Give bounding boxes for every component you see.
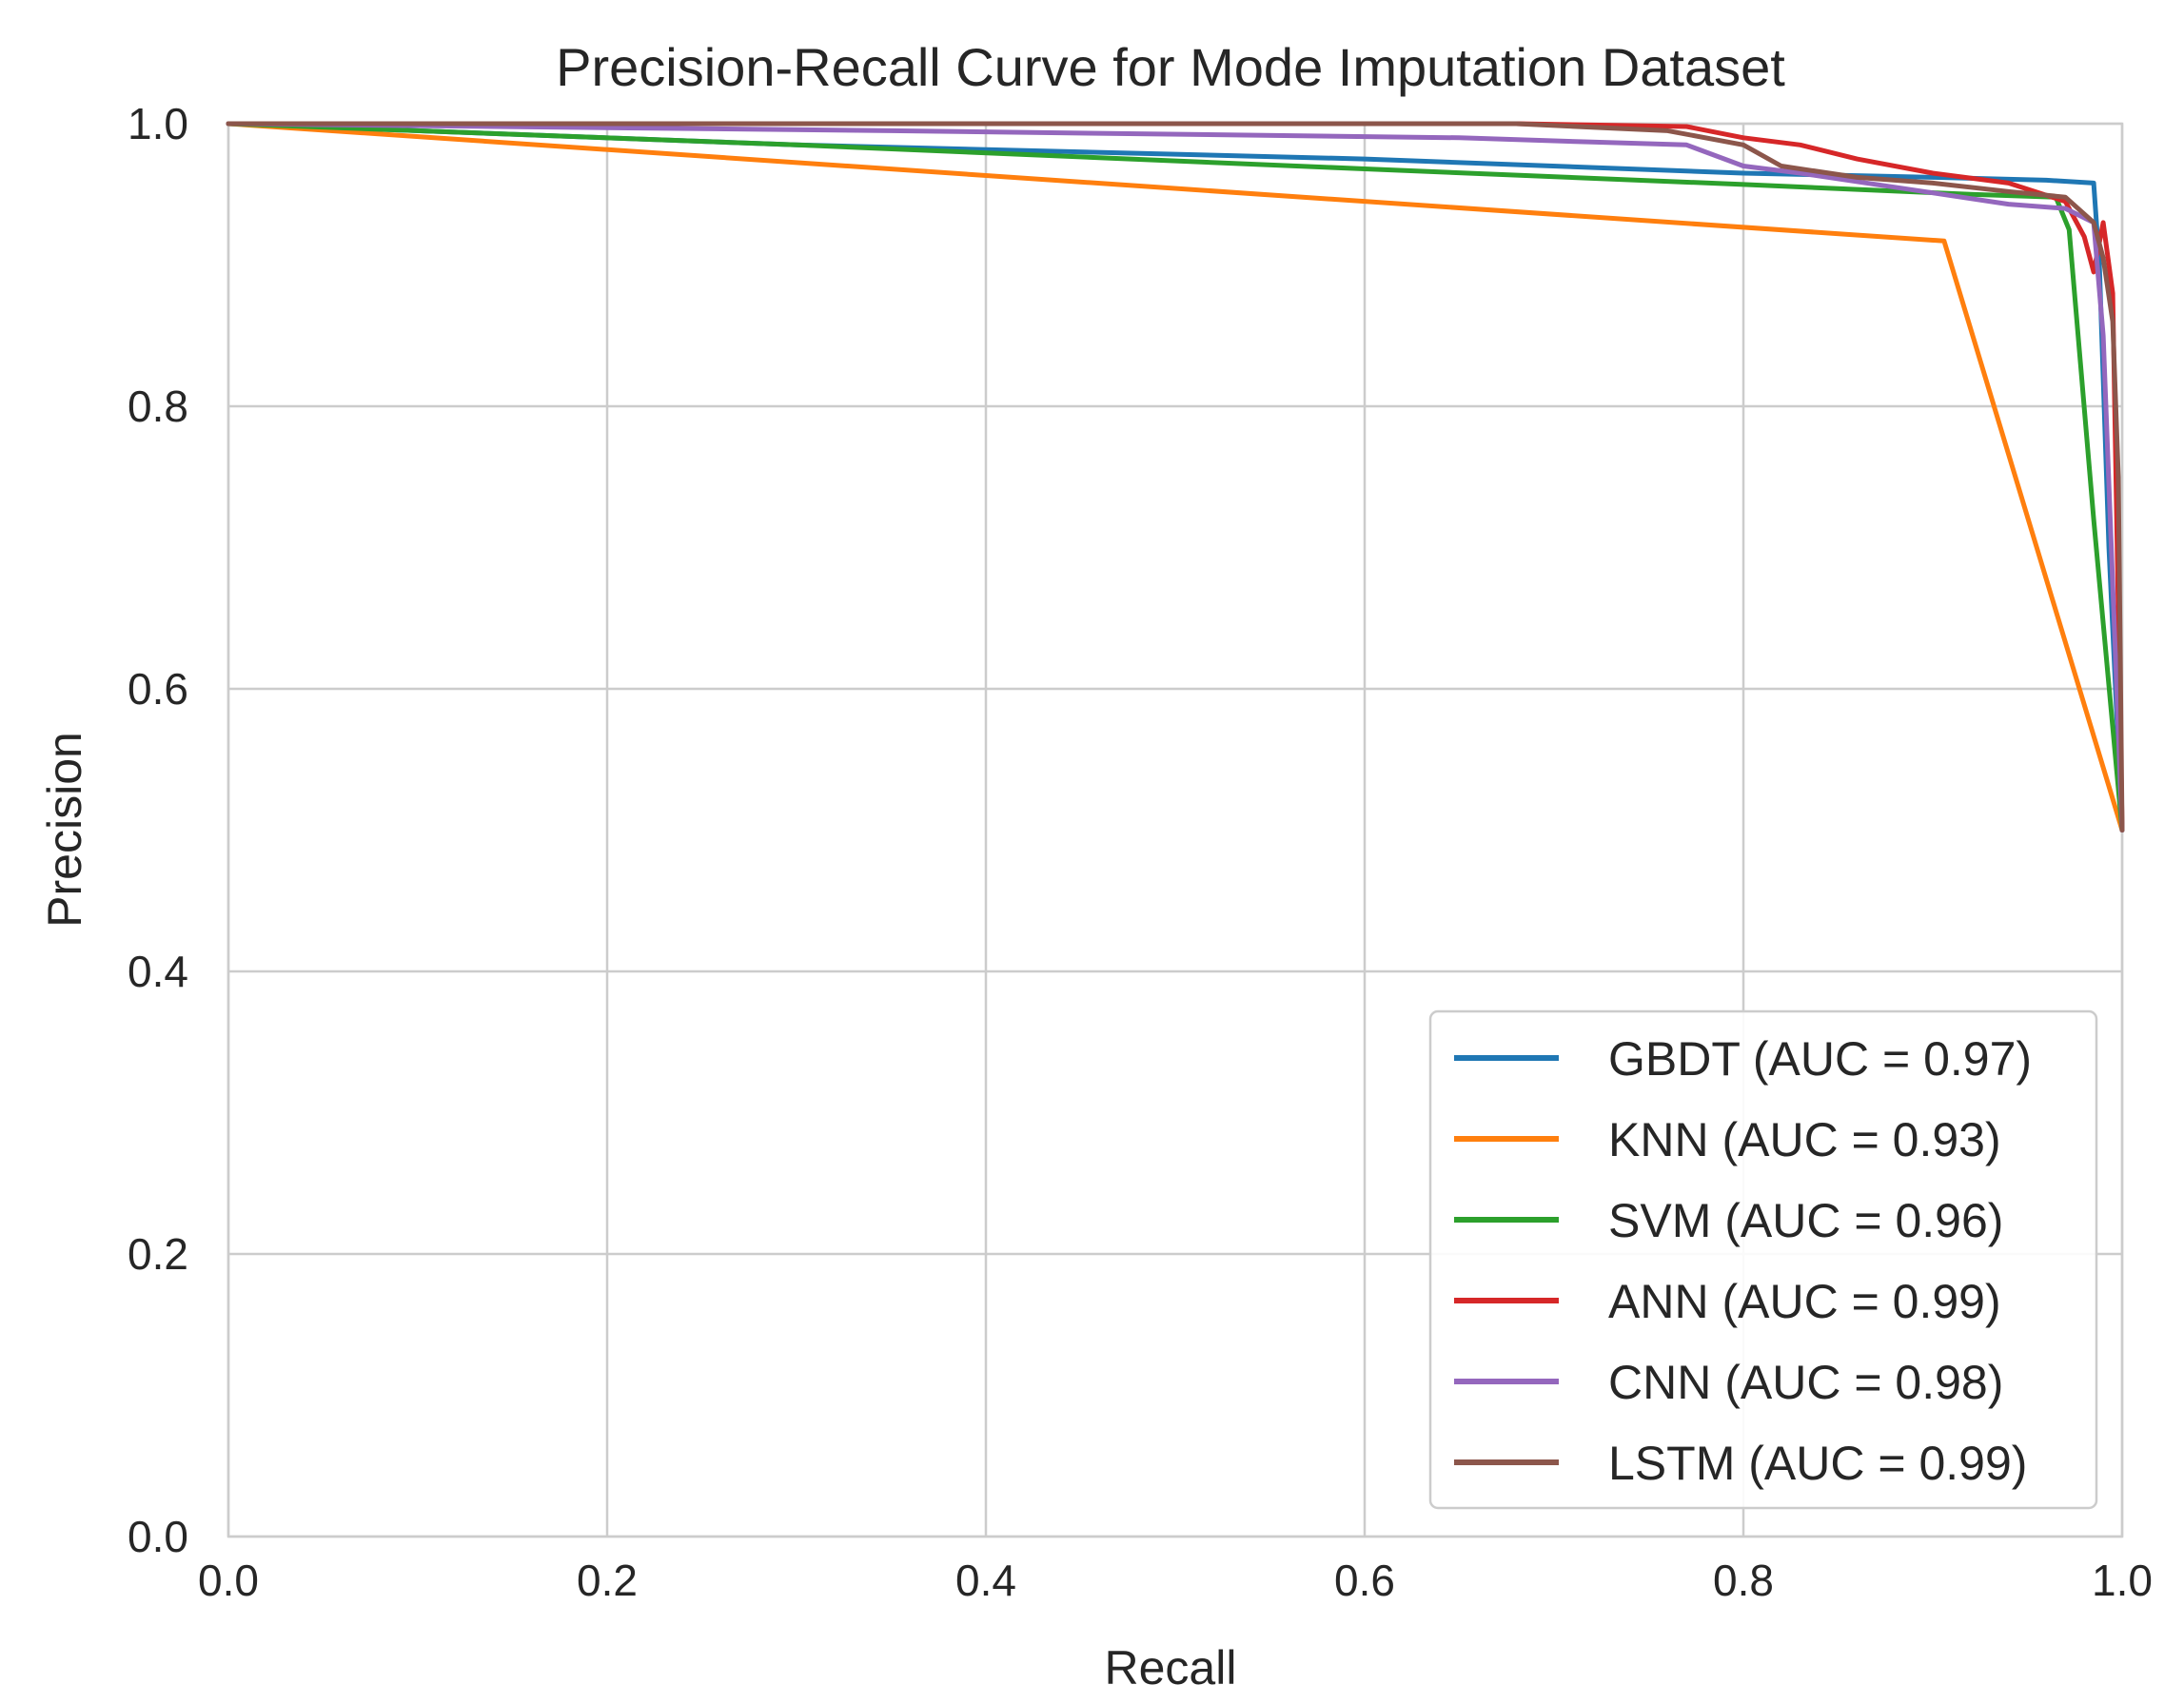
series-line-ann xyxy=(226,121,2125,832)
x-tick-label: 0.2 xyxy=(577,1556,638,1605)
x-axis-label: Recall xyxy=(1105,1641,1237,1694)
legend-label: SVM (AUC = 0.96) xyxy=(1608,1194,2003,1247)
legend-label: GBDT (AUC = 0.97) xyxy=(1608,1032,2032,1086)
grid xyxy=(226,122,2124,1538)
chart-title: Precision-Recall Curve for Mode Imputati… xyxy=(556,37,1785,97)
y-tick-label: 0.0 xyxy=(128,1512,188,1561)
legend-box xyxy=(1428,1009,2098,1510)
x-tick-label: 0.4 xyxy=(955,1556,1016,1605)
legend-label: LSTM (AUC = 0.99) xyxy=(1608,1437,2027,1490)
y-tick-label: 0.2 xyxy=(128,1229,188,1279)
x-tick-label: 0.0 xyxy=(198,1556,259,1605)
series-line-knn xyxy=(226,121,2125,832)
series-lines xyxy=(226,121,2125,832)
x-tick-label: 0.6 xyxy=(1334,1556,1395,1605)
x-tick-label: 1.0 xyxy=(2092,1556,2153,1605)
legend: GBDT (AUC = 0.97) KNN (AUC = 0.93) SVM (AU… xyxy=(1428,1009,2098,1510)
series-line-lstm xyxy=(226,121,2125,832)
y-tick-label: 0.8 xyxy=(128,382,188,431)
y-tick-label: 1.0 xyxy=(128,99,188,148)
y-axis-label: Precision xyxy=(38,732,91,928)
legend-label: KNN (AUC = 0.93) xyxy=(1608,1113,2001,1166)
legend-label: ANN (AUC = 0.99) xyxy=(1608,1275,2001,1328)
y-axis-ticks: 0.0 0.2 0.4 0.6 0.8 1.0 xyxy=(128,99,188,1561)
x-tick-label: 0.8 xyxy=(1713,1556,1774,1605)
legend-label: CNN (AUC = 0.98) xyxy=(1608,1356,2003,1409)
y-tick-label: 0.6 xyxy=(128,664,188,714)
x-axis-ticks: 0.0 0.2 0.4 0.6 0.8 1.0 xyxy=(198,1556,2153,1605)
y-tick-label: 0.4 xyxy=(128,947,188,996)
series-line-svm xyxy=(226,121,2125,832)
